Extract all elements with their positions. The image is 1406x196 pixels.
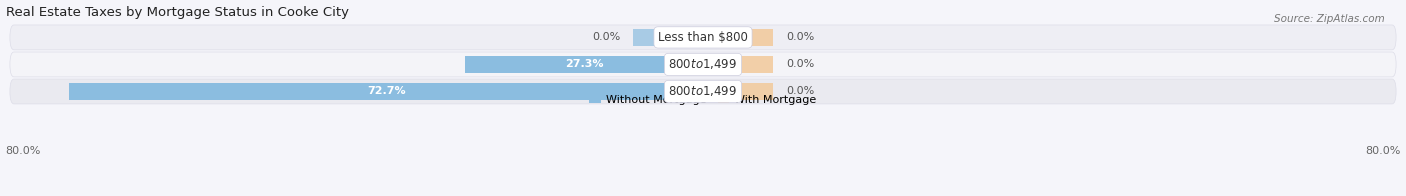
Text: 0.0%: 0.0% [786, 59, 814, 69]
Text: Less than $800: Less than $800 [658, 31, 748, 44]
Text: $800 to $1,499: $800 to $1,499 [668, 57, 738, 71]
Bar [703, 29, 773, 46]
Text: 80.0%: 80.0% [1365, 146, 1400, 156]
FancyBboxPatch shape [10, 52, 1396, 77]
FancyBboxPatch shape [10, 79, 1396, 104]
Text: Real Estate Taxes by Mortgage Status in Cooke City: Real Estate Taxes by Mortgage Status in … [6, 5, 349, 19]
Text: 0.0%: 0.0% [592, 32, 620, 42]
FancyBboxPatch shape [10, 25, 1396, 50]
Text: 0.0%: 0.0% [786, 86, 814, 96]
Text: 27.3%: 27.3% [565, 59, 603, 69]
Text: 72.7%: 72.7% [367, 86, 405, 96]
Text: $800 to $1,499: $800 to $1,499 [668, 84, 738, 98]
Text: 80.0%: 80.0% [6, 146, 41, 156]
Legend: Without Mortgage, With Mortgage: Without Mortgage, With Mortgage [585, 90, 821, 109]
Bar [69, 83, 703, 100]
Bar [465, 56, 703, 73]
Bar [633, 29, 703, 46]
Bar [703, 56, 773, 73]
Text: Source: ZipAtlas.com: Source: ZipAtlas.com [1274, 14, 1385, 24]
Bar [703, 83, 773, 100]
Text: 0.0%: 0.0% [786, 32, 814, 42]
